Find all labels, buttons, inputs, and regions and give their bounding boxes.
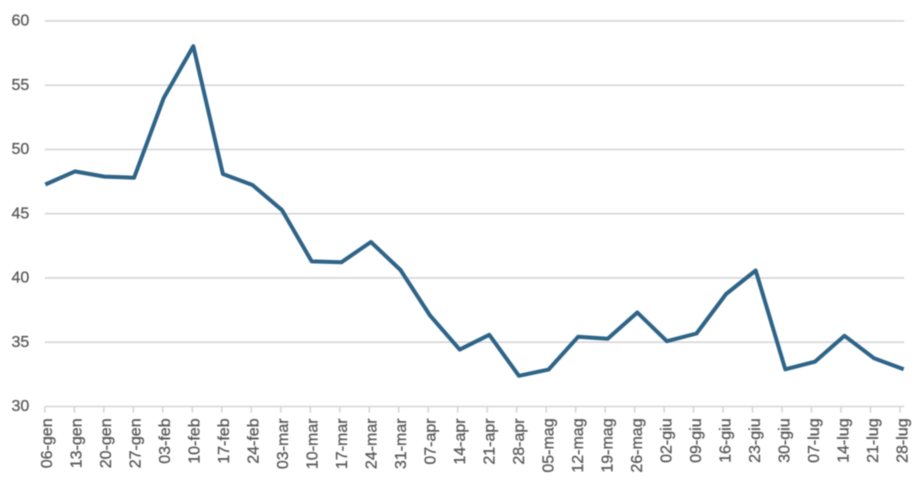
- svg-text:07-lug: 07-lug: [806, 418, 823, 462]
- svg-text:23-giu: 23-giu: [747, 418, 764, 462]
- svg-text:24-feb: 24-feb: [246, 418, 263, 463]
- svg-text:31-mar: 31-mar: [393, 418, 410, 469]
- svg-text:21-apr: 21-apr: [481, 418, 498, 465]
- svg-text:50: 50: [12, 141, 30, 158]
- svg-text:07-apr: 07-apr: [423, 418, 440, 465]
- svg-text:09-giu: 09-giu: [688, 418, 705, 462]
- svg-text:10-mar: 10-mar: [305, 418, 322, 469]
- svg-text:05-mag: 05-mag: [540, 418, 557, 472]
- svg-text:17-mar: 17-mar: [334, 418, 351, 469]
- svg-text:03-mar: 03-mar: [275, 418, 292, 469]
- svg-text:21-lug: 21-lug: [865, 418, 882, 462]
- svg-text:14-apr: 14-apr: [452, 418, 469, 465]
- svg-text:24-mar: 24-mar: [364, 418, 381, 469]
- svg-text:55: 55: [12, 77, 30, 94]
- svg-text:60: 60: [12, 13, 30, 30]
- svg-text:20-gen: 20-gen: [98, 418, 115, 468]
- svg-text:03-feb: 03-feb: [157, 418, 174, 463]
- svg-text:28-lug: 28-lug: [894, 418, 911, 462]
- svg-text:45: 45: [12, 205, 30, 222]
- svg-text:30-giu: 30-giu: [776, 418, 793, 462]
- svg-text:40: 40: [12, 270, 30, 287]
- svg-text:02-giu: 02-giu: [658, 418, 675, 462]
- svg-text:10-feb: 10-feb: [187, 418, 204, 463]
- svg-text:35: 35: [12, 334, 30, 351]
- svg-text:26-mag: 26-mag: [629, 418, 646, 472]
- svg-text:06-gen: 06-gen: [39, 418, 56, 468]
- svg-text:13-gen: 13-gen: [69, 418, 86, 468]
- svg-text:16-giu: 16-giu: [717, 418, 734, 462]
- svg-text:27-gen: 27-gen: [128, 418, 145, 468]
- svg-text:30: 30: [12, 398, 30, 415]
- svg-text:12-mag: 12-mag: [570, 418, 587, 472]
- svg-text:19-mag: 19-mag: [599, 418, 616, 472]
- svg-text:17-feb: 17-feb: [216, 418, 233, 463]
- svg-text:28-apr: 28-apr: [511, 418, 528, 465]
- svg-text:14-lug: 14-lug: [835, 418, 852, 462]
